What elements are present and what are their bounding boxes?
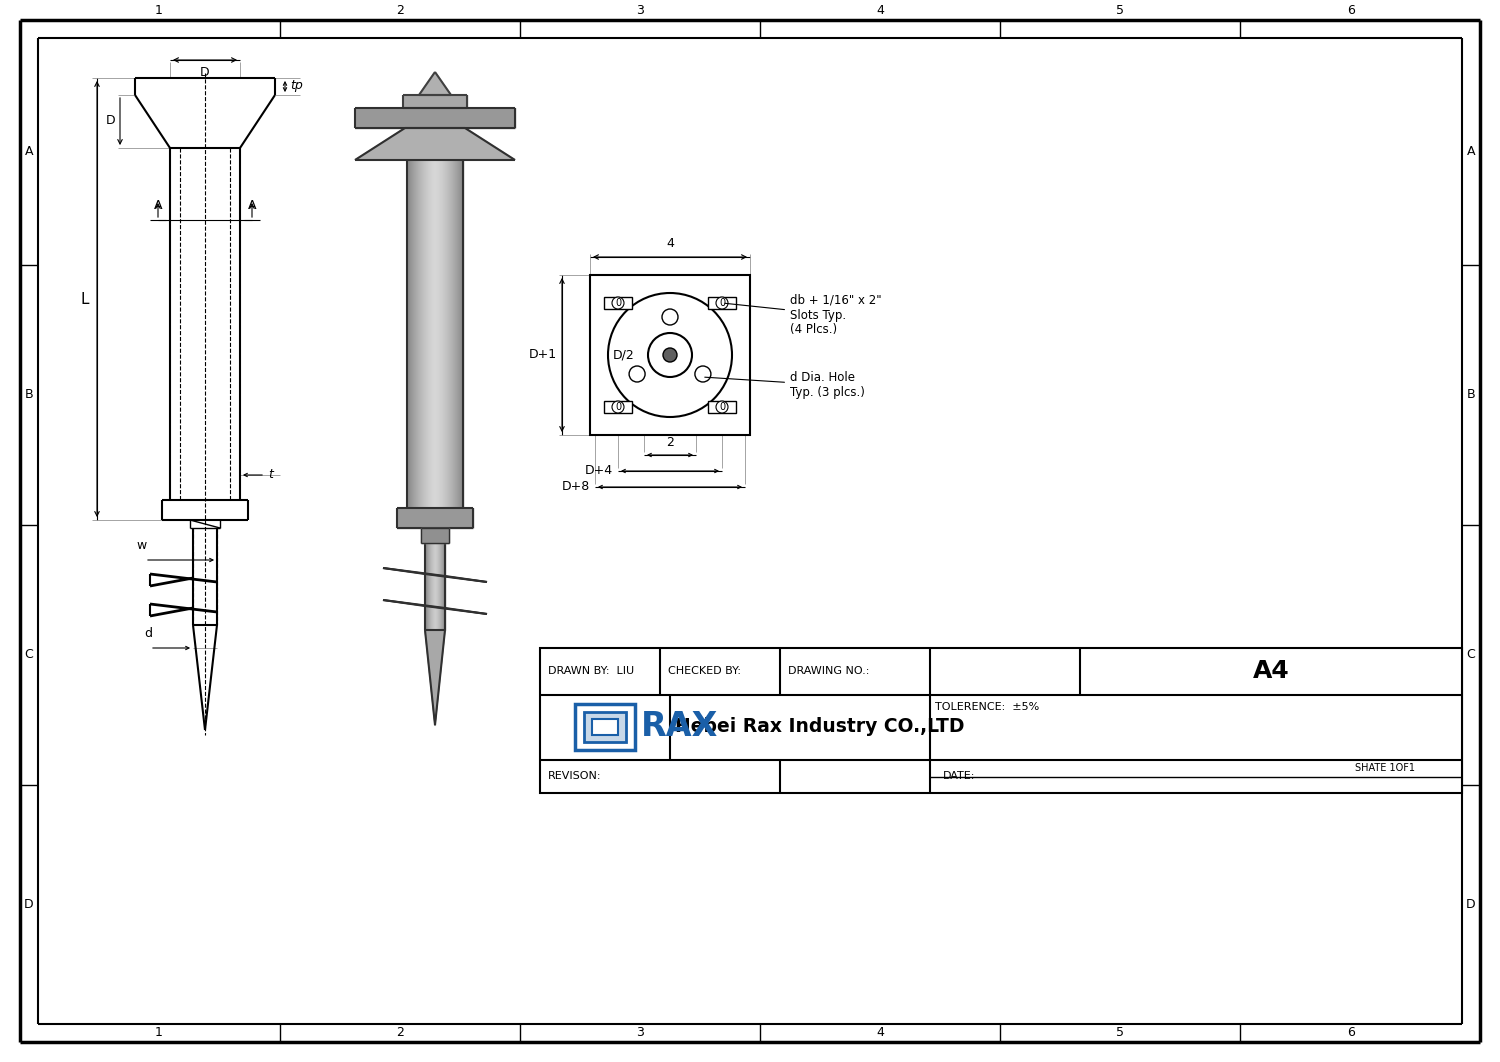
- Text: DRAWING NO.:: DRAWING NO.:: [788, 666, 870, 676]
- Text: A: A: [1467, 145, 1474, 158]
- Circle shape: [648, 333, 692, 377]
- Polygon shape: [398, 508, 472, 528]
- Text: C: C: [1467, 649, 1476, 662]
- Polygon shape: [422, 528, 448, 543]
- Text: 6: 6: [1347, 3, 1354, 17]
- Text: w: w: [136, 539, 147, 552]
- Text: db + 1/16" x 2"
Slots Typ.
(4 Plcs.): db + 1/16" x 2" Slots Typ. (4 Plcs.): [724, 293, 882, 337]
- Bar: [592, 719, 618, 735]
- Text: 0: 0: [718, 298, 724, 308]
- Circle shape: [612, 401, 624, 413]
- Bar: [708, 297, 736, 309]
- Text: 4: 4: [876, 3, 884, 17]
- Bar: [590, 275, 750, 435]
- Text: 4: 4: [666, 237, 674, 250]
- Text: D: D: [105, 115, 116, 127]
- Text: D+8: D+8: [561, 480, 590, 494]
- Bar: [584, 712, 626, 742]
- Bar: [604, 297, 631, 309]
- Circle shape: [716, 297, 728, 309]
- Text: tp: tp: [290, 80, 303, 92]
- Text: 2: 2: [666, 436, 674, 449]
- Text: 2: 2: [396, 1027, 404, 1040]
- Polygon shape: [356, 108, 514, 129]
- Bar: [574, 704, 634, 750]
- Text: B: B: [24, 389, 33, 401]
- Text: C: C: [24, 649, 33, 662]
- Polygon shape: [404, 95, 466, 108]
- Polygon shape: [356, 129, 514, 160]
- Text: 0: 0: [615, 402, 621, 412]
- Text: 6: 6: [1347, 1027, 1354, 1040]
- Text: A4: A4: [1252, 660, 1290, 683]
- Text: D/2: D/2: [614, 348, 634, 361]
- Text: 1: 1: [154, 3, 164, 17]
- Text: D: D: [1466, 898, 1476, 911]
- Circle shape: [694, 366, 711, 382]
- Circle shape: [612, 297, 624, 309]
- Text: A: A: [153, 199, 162, 212]
- Text: Hebei Rax Industry CO.,LTD: Hebei Rax Industry CO.,LTD: [675, 718, 964, 737]
- Text: 4: 4: [876, 1027, 884, 1040]
- Text: REVISON:: REVISON:: [548, 771, 602, 781]
- Text: DRAWN BY:  LIU: DRAWN BY: LIU: [548, 666, 634, 676]
- Polygon shape: [424, 630, 445, 725]
- Polygon shape: [382, 568, 488, 582]
- Text: 0: 0: [718, 402, 724, 412]
- Circle shape: [716, 401, 728, 413]
- Text: A: A: [24, 145, 33, 158]
- Text: 5: 5: [1116, 3, 1124, 17]
- Bar: [708, 401, 736, 413]
- Text: 1: 1: [154, 1027, 164, 1040]
- Circle shape: [662, 309, 678, 325]
- Text: A: A: [248, 199, 256, 212]
- Bar: [540, 648, 1462, 793]
- Bar: [604, 401, 631, 413]
- Text: d: d: [144, 627, 152, 640]
- Text: L: L: [81, 291, 88, 307]
- Text: 2: 2: [396, 3, 404, 17]
- Circle shape: [608, 293, 732, 417]
- Text: D+4: D+4: [585, 464, 614, 478]
- Text: CHECKED BY:: CHECKED BY:: [668, 666, 741, 676]
- Text: D: D: [200, 66, 210, 79]
- Text: SHATE 1OF1: SHATE 1OF1: [1354, 763, 1414, 773]
- Text: 0: 0: [615, 298, 621, 308]
- Text: RAX: RAX: [640, 710, 718, 743]
- Polygon shape: [419, 72, 452, 95]
- Text: D: D: [24, 898, 34, 911]
- Text: t: t: [268, 468, 273, 481]
- Bar: [584, 712, 626, 742]
- Text: 5: 5: [1116, 1027, 1124, 1040]
- Text: d Dia. Hole
Typ. (3 plcs.): d Dia. Hole Typ. (3 plcs.): [705, 371, 866, 399]
- Text: 3: 3: [636, 1027, 644, 1040]
- Text: 3: 3: [636, 3, 644, 17]
- Circle shape: [628, 366, 645, 382]
- Text: DATE:: DATE:: [944, 771, 975, 781]
- Polygon shape: [382, 600, 488, 614]
- Text: TOLERENCE:  ±5%: TOLERENCE: ±5%: [934, 702, 1040, 712]
- Text: D+1: D+1: [530, 348, 556, 361]
- Circle shape: [663, 348, 676, 362]
- Text: B: B: [1467, 389, 1476, 401]
